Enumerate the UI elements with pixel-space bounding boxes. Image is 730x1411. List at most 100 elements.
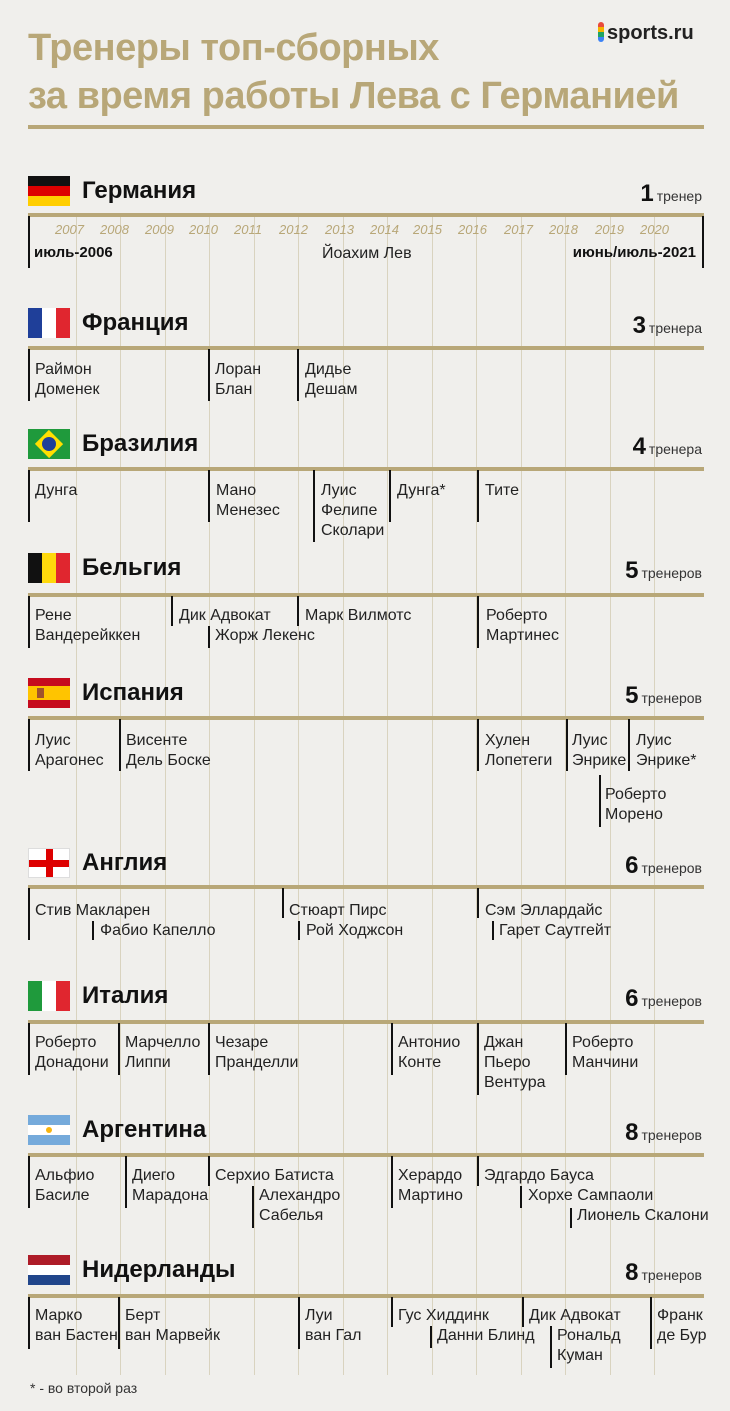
coach-name: Луи ван Гал [305, 1307, 362, 1344]
year-label: 2012 [279, 222, 308, 237]
coach-count: 4 тренера [632, 433, 702, 460]
coach-count: 3 тренера [632, 312, 702, 339]
coach-name: Хулен Лопетеги [485, 732, 553, 769]
timeline-tick [297, 349, 299, 401]
timeline-tick [565, 1023, 567, 1075]
timeline-tick [599, 775, 601, 827]
timeline-tick [702, 216, 704, 268]
coach-name: Сэм Эллардайс [485, 902, 603, 919]
coach-count: 8 тренеров [625, 1259, 702, 1286]
coach-name: Марчелло Липпи [125, 1034, 201, 1071]
coach-name: Берт ван Марвейк [125, 1307, 220, 1344]
year-label: 2020 [640, 222, 669, 237]
brazil-flag-icon [28, 429, 70, 459]
coach-name: Висенте Дель Боске [126, 732, 211, 769]
country-name: Нидерланды [82, 1256, 236, 1283]
coach-name: Данни Блинд [437, 1327, 535, 1344]
year-gridline [209, 215, 210, 1375]
page-title: Тренеры топ-сборных за время работы Лева… [28, 24, 679, 120]
coach-name: Стюарт Пирс [289, 902, 387, 919]
coach-name: Роберто Донадони [35, 1034, 109, 1071]
timeline-rule [28, 213, 704, 217]
timeline-tick [650, 1297, 652, 1349]
timeline-tick [570, 1208, 572, 1228]
year-gridline [476, 215, 477, 1375]
timeline-tick [477, 1023, 479, 1095]
coach-name: Дик Адвокат [179, 607, 271, 624]
timeline-tick [391, 1297, 393, 1327]
coach-count: 1 тренер [640, 180, 702, 207]
coach-name: Луис Арагонес [35, 732, 104, 769]
coach-name: Фабио Капелло [100, 922, 216, 939]
timeline-tick [391, 1156, 393, 1208]
year-gridline [565, 215, 566, 1375]
coach-name: Луис Энрике [572, 732, 627, 769]
timeline-tick [118, 1023, 120, 1075]
timeline-rule [28, 467, 704, 471]
timeline-tick [28, 216, 30, 268]
country-name: Франция [82, 309, 189, 336]
country-name: Италия [82, 982, 169, 1009]
timeline-tick [28, 1023, 30, 1075]
coach-name: Мано Менезес [216, 482, 280, 519]
country-name: Аргентина [82, 1116, 207, 1143]
timeline-rule [28, 1020, 704, 1024]
timeline-tick [208, 1156, 210, 1186]
coach-count: 5 тренеров [625, 682, 702, 709]
country-name: Бразилия [82, 430, 199, 457]
year-label: 2010 [189, 222, 218, 237]
coach-name: Диего Марадона [132, 1167, 209, 1204]
coach-name: Лионель Скалони [577, 1207, 709, 1224]
logo-dots-icon [598, 22, 604, 42]
year-label: 2011 [234, 222, 262, 237]
coach-name: Франк де Бур [657, 1307, 707, 1344]
timeline-rule [28, 593, 704, 597]
sports-logo[interactable]: sports.ru [598, 22, 694, 45]
tenure-start: июль-2006 [34, 244, 113, 261]
timeline-tick [391, 1023, 393, 1075]
coach-name: Роберто Мартинес [486, 607, 559, 644]
coach-name: Дунга [35, 482, 78, 499]
argentina-flag-icon [28, 1115, 70, 1145]
year-gridline [654, 215, 655, 1375]
timeline-tick [550, 1326, 552, 1368]
england-flag-icon [28, 848, 70, 878]
timeline-tick [92, 921, 94, 940]
coach-name: Луис Фелипе Сколари [321, 482, 385, 539]
timeline-tick [477, 470, 479, 522]
timeline-tick [477, 1156, 479, 1186]
year-gridline [432, 215, 433, 1375]
timeline-tick [125, 1156, 127, 1208]
coach-name: Антонио Конте [398, 1034, 461, 1071]
france-flag-icon [28, 308, 70, 338]
country-name: Испания [82, 679, 184, 706]
timeline-rule [28, 885, 704, 889]
year-label: 2013 [325, 222, 354, 237]
coach-count: 5 тренеров [625, 557, 702, 584]
timeline-tick [252, 1186, 254, 1228]
coach-name: Эдгардо Бауса [484, 1167, 594, 1184]
germany-flag-icon [28, 176, 70, 206]
timeline-rule [28, 716, 704, 720]
timeline-tick [28, 349, 30, 401]
logo-text: sports.ru [607, 22, 694, 44]
year-gridline [120, 215, 121, 1375]
netherlands-flag-icon [28, 1255, 70, 1285]
timeline-tick [628, 719, 630, 771]
timeline-tick [208, 1023, 210, 1075]
spain-flag-icon [28, 678, 70, 708]
timeline-tick [492, 921, 494, 940]
timeline-tick [171, 596, 173, 626]
year-label: 2017 [504, 222, 533, 237]
year-label: 2016 [458, 222, 487, 237]
coach-name: Роберто Морено [605, 786, 667, 823]
year-label: 2015 [413, 222, 442, 237]
coach-name: Лоран Блан [215, 361, 262, 398]
year-label: 2014 [370, 222, 399, 237]
timeline-tick [119, 719, 121, 771]
timeline-rule [28, 346, 704, 350]
timeline-tick [298, 1297, 300, 1349]
timeline-tick [28, 596, 30, 648]
coach-name: Тите [485, 482, 520, 499]
timeline-tick [389, 470, 391, 522]
